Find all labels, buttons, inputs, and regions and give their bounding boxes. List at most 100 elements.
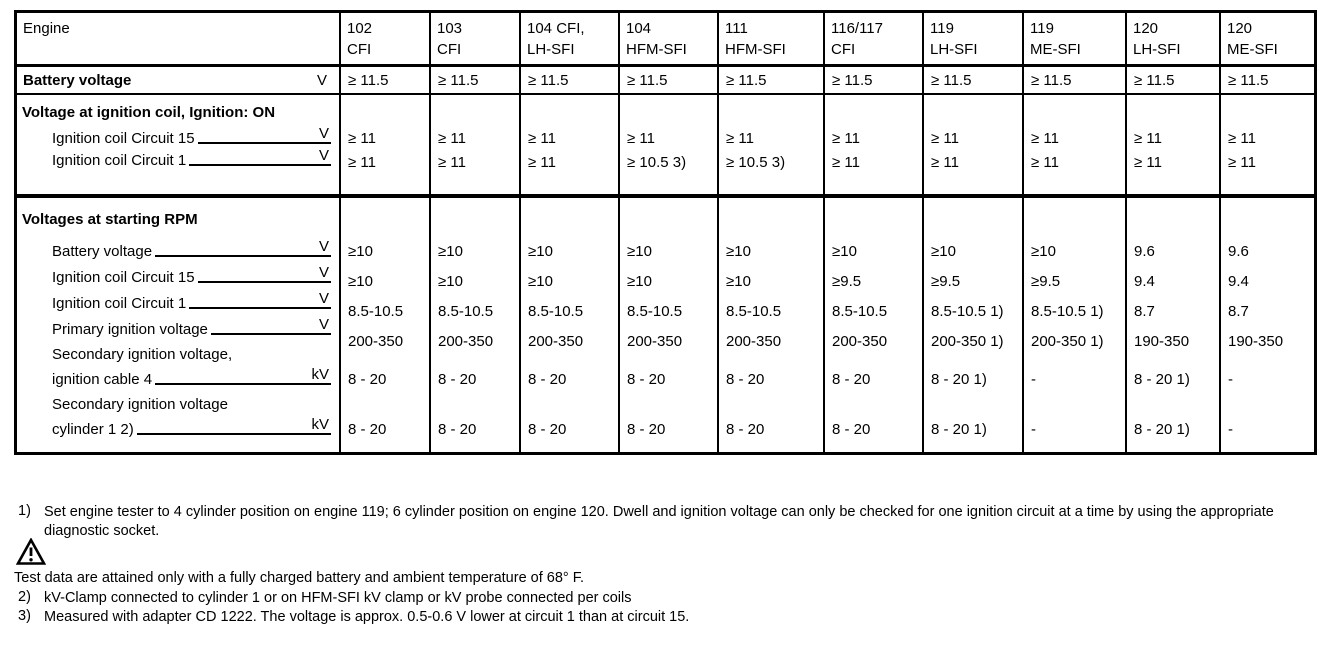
value: 8 - 20: [348, 370, 387, 388]
value: ≥10: [726, 273, 751, 290]
value-cell: ≥ 11.5: [339, 67, 429, 93]
unit-label: V: [316, 316, 331, 335]
value: -: [1228, 420, 1233, 438]
engine-test-data-table: Engine 102 CFI 103 CFI 104 CFI, LH-SFI 1…: [14, 10, 1317, 455]
starting-rpm-section: Voltages at starting RPM Battery voltage…: [17, 194, 1314, 452]
value: 9.6: [1134, 243, 1155, 260]
value: 200-350: [348, 333, 404, 350]
row-label-secondary-ignition-cylinder-1: Secondary ignition voltage cylinder 1 2)…: [22, 388, 331, 438]
value: ≥10: [627, 243, 652, 260]
value: 8 - 20: [438, 370, 477, 388]
value-cell: 9.6 9.4 8.7 190-350 8 - 20 1) 8 - 20 1): [1125, 198, 1219, 452]
row-label-text: Battery voltage: [52, 243, 153, 260]
column-header-102-cfi: 102 CFI: [339, 13, 429, 64]
unit-label: V: [316, 238, 331, 257]
unit-label: V: [316, 125, 331, 144]
value: 200-350: [627, 333, 683, 350]
value: ≥10: [528, 273, 553, 290]
label-underline: [197, 281, 317, 283]
value: 8 - 20: [832, 420, 871, 438]
value: 8 - 20: [438, 420, 477, 438]
value: 8 - 20 1): [1134, 370, 1190, 388]
value: 9.4: [1134, 273, 1155, 290]
value: ≥10: [438, 273, 463, 290]
value-cell: ≥ 11 ≥ 11: [339, 95, 429, 194]
voltage-unit: V: [316, 71, 327, 89]
value: 9.6: [1228, 243, 1249, 260]
value: 200-350: [528, 333, 584, 350]
value: 8 - 20 1): [931, 370, 987, 388]
row-label-ignition-coil-circuit-1: Ignition coil Circuit 1 V: [22, 286, 331, 312]
value: 8.5-10.5: [726, 303, 782, 320]
unit-label: kV: [309, 416, 331, 435]
value: 8 - 20: [726, 420, 765, 438]
value: ≥10: [528, 243, 553, 260]
value: ≥9.5: [832, 273, 862, 290]
value-cell: ≥10 ≥9.5 8.5-10.5 1) 200-350 1) - -: [1022, 198, 1125, 452]
value: 200-350 1): [1031, 333, 1104, 350]
row-label-text: Primary ignition voltage: [52, 321, 208, 338]
value: 8 - 20: [832, 370, 871, 388]
value: ≥10: [348, 273, 373, 290]
value: -: [1228, 370, 1233, 388]
ignition-on-label-cell: Voltage at ignition coil, Ignition: ON I…: [17, 95, 339, 194]
value: ≥10: [348, 243, 373, 260]
value-cell: ≥10 ≥10 8.5-10.5 200-350 8 - 20 8 - 20: [429, 198, 519, 452]
value: ≥10: [931, 243, 956, 260]
value: ≥ 11: [1031, 154, 1059, 171]
row-label-ignition-coil-circuit-15: Ignition coil Circuit 15 V: [22, 260, 331, 286]
value: 8 - 20: [528, 420, 567, 438]
label-underline: [189, 307, 317, 309]
value: ≥9.5: [931, 273, 961, 290]
row-label-ignition-coil-circuit-15: Ignition coil Circuit 15 V: [22, 125, 331, 147]
value-cell: ≥ 11 ≥ 10.5 3): [618, 95, 717, 194]
battery-voltage-row: Battery voltage V ≥ 11.5 ≥ 11.5 ≥ 11.5 ≥…: [17, 64, 1314, 93]
label-underline: [197, 142, 317, 144]
footnote-3-marker: 3): [18, 608, 31, 624]
value: 9.4: [1228, 273, 1249, 290]
footnote-1: Set engine tester to 4 cylinder position…: [44, 504, 1274, 539]
value-cell: ≥ 11 ≥ 11: [1125, 95, 1219, 194]
value-cell: ≥ 11.5: [1022, 67, 1125, 93]
value-cell: ≥ 11 ≥ 11: [1022, 95, 1125, 194]
value: 8 - 20: [726, 370, 765, 388]
value-cell: ≥ 11 ≥ 11: [429, 95, 519, 194]
unit-label: kV: [309, 366, 331, 385]
label-underline: [155, 255, 317, 257]
value: ≥ 11: [1134, 130, 1162, 147]
column-header-119-me-sfi: 119 ME-SFI: [1022, 13, 1125, 64]
footnote-2-marker: 2): [18, 589, 31, 605]
row-label-ignition-coil-circuit-1: Ignition coil Circuit 1 V: [22, 147, 331, 169]
warning-note: Test data are attained only with a fully…: [14, 570, 585, 586]
value: ≥10: [1031, 243, 1056, 260]
row-label-text: Secondary ignition voltage,: [52, 346, 233, 363]
value: 200-350: [438, 333, 494, 350]
value: ≥10: [627, 273, 652, 290]
value-cell: ≥ 11 ≥ 10.5 3): [717, 95, 823, 194]
value-cell: ≥ 11.5: [1219, 67, 1314, 93]
column-header-120-me-sfi: 120 ME-SFI: [1219, 13, 1314, 64]
column-header-119-lh-sfi: 119 LH-SFI: [922, 13, 1022, 64]
value: 8.7: [1134, 303, 1155, 320]
column-header-104-hfm-sfi: 104 HFM-SFI: [618, 13, 717, 64]
value-cell: ≥ 11.5: [922, 67, 1022, 93]
value-cell: ≥ 11.5: [429, 67, 519, 93]
value: 8.5-10.5: [438, 303, 494, 320]
value-cell: ≥ 11 ≥ 11: [1219, 95, 1314, 194]
value: 8.5-10.5: [348, 303, 404, 320]
value-cell: ≥10 ≥10 8.5-10.5 200-350 8 - 20 8 - 20: [339, 198, 429, 452]
unit-label: V: [316, 264, 331, 283]
engine-header-label: Engine: [23, 20, 70, 37]
value-cell: ≥ 11.5: [717, 67, 823, 93]
value-cell: ≥10 ≥9.5 8.5-10.5 200-350 8 - 20 8 - 20: [823, 198, 922, 452]
value: 8 - 20: [348, 420, 387, 438]
starting-rpm-label-cell: Voltages at starting RPM Battery voltage…: [17, 198, 339, 452]
unit-label: V: [316, 147, 331, 166]
value: ≥ 11: [931, 130, 959, 147]
value: 8 - 20: [627, 420, 666, 438]
value-cell: ≥ 11.5: [519, 67, 618, 93]
row-label-text: Ignition coil Circuit 15: [52, 130, 195, 147]
value-cell: ≥ 11.5: [823, 67, 922, 93]
label-underline: [136, 433, 310, 435]
value: ≥ 11: [438, 130, 466, 147]
